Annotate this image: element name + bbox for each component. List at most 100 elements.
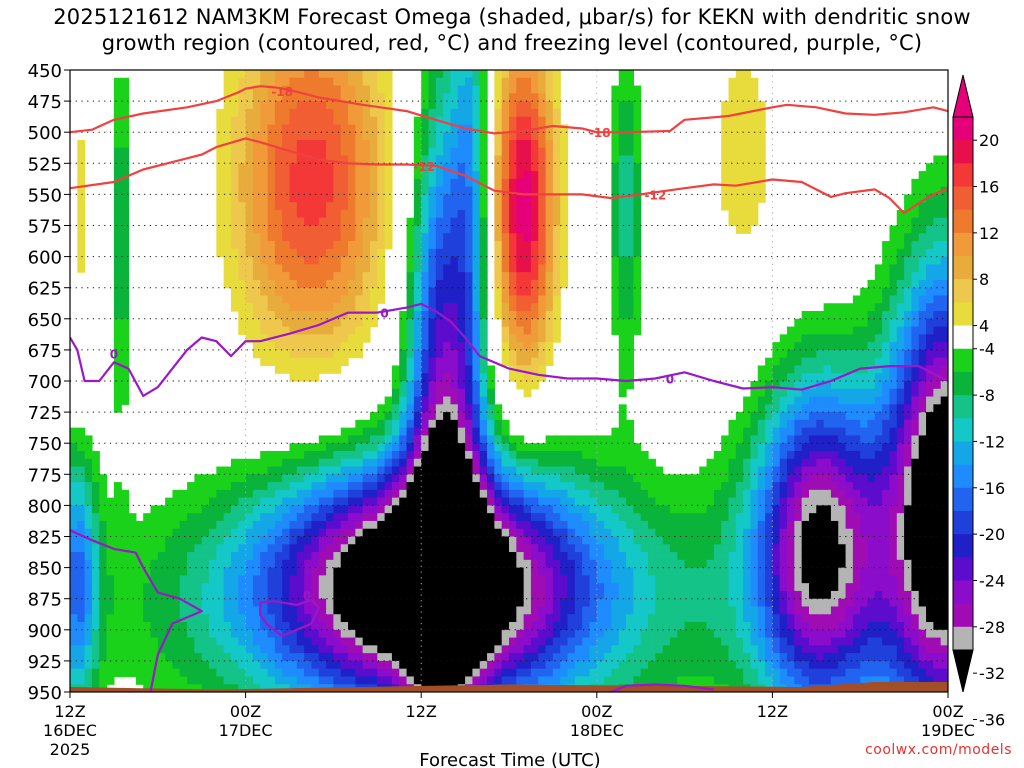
omega-cell bbox=[523, 279, 532, 289]
omega-cell bbox=[618, 287, 627, 297]
omega-cell bbox=[626, 583, 634, 592]
omega-cell bbox=[487, 396, 495, 405]
omega-cell bbox=[867, 536, 876, 545]
omega-cell bbox=[787, 536, 795, 545]
omega-cell bbox=[435, 326, 444, 335]
omega-cell bbox=[772, 443, 781, 452]
omega-cell bbox=[274, 116, 283, 126]
omega-cell bbox=[640, 474, 649, 483]
omega-cell bbox=[911, 435, 920, 444]
omega-cell bbox=[852, 497, 861, 507]
omega-cell bbox=[874, 520, 883, 530]
omega-cell bbox=[421, 116, 430, 126]
omega-cell bbox=[421, 108, 430, 118]
omega-cell bbox=[911, 482, 920, 491]
omega-cell bbox=[699, 505, 708, 514]
omega-cell bbox=[450, 93, 459, 102]
omega-cell bbox=[384, 474, 393, 483]
omega-cell bbox=[333, 482, 342, 491]
omega-cell bbox=[933, 497, 942, 507]
omega-cell bbox=[904, 295, 913, 304]
omega-cell bbox=[267, 186, 276, 196]
omega-cell bbox=[274, 248, 283, 258]
omega-cell bbox=[618, 311, 627, 320]
omega-cell bbox=[216, 520, 225, 530]
omega-cell bbox=[501, 590, 510, 600]
omega-cell bbox=[487, 427, 495, 437]
omega-cell bbox=[421, 427, 430, 437]
omega-cell bbox=[940, 326, 948, 335]
omega-cell bbox=[135, 567, 144, 576]
omega-cell bbox=[274, 77, 283, 87]
omega-cell bbox=[743, 474, 752, 483]
omega-cell bbox=[413, 412, 422, 421]
omega-cell bbox=[626, 101, 634, 110]
omega-cell bbox=[384, 528, 393, 538]
omega-cell bbox=[369, 505, 378, 514]
omega-cell bbox=[384, 163, 393, 172]
omega-cell bbox=[816, 396, 825, 405]
omega-cell bbox=[406, 334, 415, 343]
omega-cell bbox=[918, 349, 927, 359]
omega-cell bbox=[779, 575, 788, 584]
omega-cell bbox=[77, 155, 86, 164]
omega-cell bbox=[143, 590, 152, 600]
omega-cell bbox=[216, 567, 225, 576]
omega-cell bbox=[911, 233, 920, 242]
omega-cell bbox=[443, 583, 452, 592]
omega-cell bbox=[245, 505, 254, 514]
omega-cell bbox=[413, 132, 422, 141]
omega-cell bbox=[406, 497, 415, 507]
omega-cell bbox=[326, 202, 334, 211]
omega-cell bbox=[750, 427, 759, 437]
omega-cell bbox=[406, 295, 415, 304]
omega-cell bbox=[435, 419, 444, 429]
omega-cell bbox=[296, 497, 305, 507]
omega-cell bbox=[121, 342, 130, 351]
omega-cell bbox=[757, 505, 766, 514]
omega-cell bbox=[113, 256, 122, 265]
omega-cell bbox=[845, 435, 854, 444]
omega-cell bbox=[348, 116, 356, 126]
omega-cell bbox=[860, 443, 869, 452]
omega-cell bbox=[852, 489, 861, 499]
omega-cell bbox=[113, 505, 122, 514]
omega-cell bbox=[882, 365, 891, 374]
omega-cell bbox=[245, 583, 254, 592]
omega-cell bbox=[772, 559, 781, 569]
omega-cell bbox=[911, 365, 920, 374]
omega-cell bbox=[640, 567, 649, 576]
omega-cell bbox=[501, 147, 510, 157]
omega-cell bbox=[538, 583, 547, 592]
omega-cell bbox=[377, 116, 386, 126]
omega-cell bbox=[91, 575, 100, 584]
omega-cell bbox=[443, 318, 452, 328]
omega-cell bbox=[267, 474, 276, 483]
omega-cell bbox=[706, 536, 715, 545]
omega-cell bbox=[889, 443, 898, 452]
omega-cell bbox=[274, 482, 283, 491]
omega-cell bbox=[618, 279, 627, 289]
omega-cell bbox=[896, 497, 905, 507]
omega-cell bbox=[70, 567, 78, 576]
omega-cell bbox=[340, 318, 349, 328]
omega-cell bbox=[443, 147, 452, 157]
omega-cell bbox=[479, 272, 488, 281]
omega-cell bbox=[421, 186, 430, 196]
omega-cell bbox=[743, 194, 752, 203]
omega-cell bbox=[516, 186, 525, 196]
omega-cell bbox=[326, 357, 334, 367]
omega-cell bbox=[626, 349, 634, 359]
omega-cell bbox=[230, 279, 239, 289]
omega-cell bbox=[391, 590, 400, 600]
omega-cell bbox=[406, 264, 415, 273]
omega-cell bbox=[765, 466, 773, 475]
omega-cell bbox=[311, 248, 320, 258]
omega-cell bbox=[428, 381, 437, 390]
omega-cell bbox=[721, 489, 730, 499]
omega-cell bbox=[223, 544, 232, 553]
omega-cell bbox=[362, 139, 371, 149]
omega-cell bbox=[421, 388, 430, 398]
omega-cell bbox=[179, 520, 188, 530]
omega-cell bbox=[501, 186, 510, 196]
